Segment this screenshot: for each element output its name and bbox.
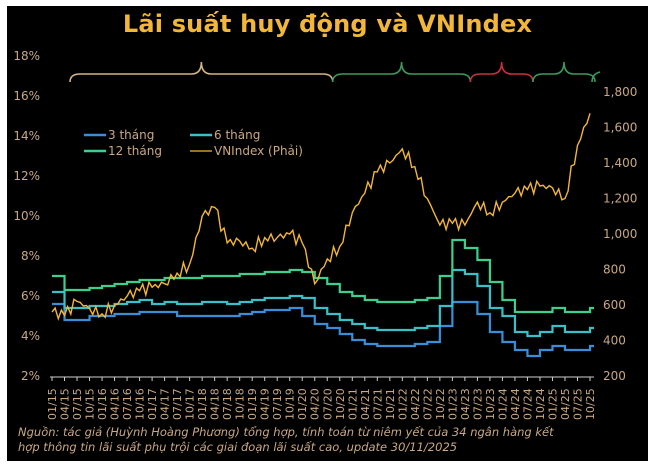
legend-label: 12 tháng — [108, 144, 162, 158]
x-axis-tick: 07/20 — [321, 388, 334, 420]
x-axis-tick: 01/23 — [446, 388, 459, 420]
right-axis-tick: 800 — [603, 263, 626, 277]
x-axis-tick: 10/16 — [134, 388, 147, 420]
legend-label: 3 tháng — [108, 128, 154, 142]
left-axis-tick: 12% — [13, 169, 40, 183]
period-braces — [69, 61, 601, 83]
x-axis-tick: 10/25 — [584, 388, 597, 420]
series-line — [52, 238, 594, 314]
chart-frame — [7, 6, 648, 461]
left-axis-tick: 8% — [21, 249, 40, 263]
right-axis-tick: 1,400 — [603, 156, 637, 170]
footnote-line-2: hợp thông tin lãi suất phụ trội các giai… — [18, 440, 458, 454]
period-brace — [69, 61, 334, 83]
x-axis-tick: 07/16 — [121, 388, 134, 420]
right-axis-tick: 400 — [603, 334, 626, 348]
x-axis-tick: 10/15 — [84, 388, 97, 420]
x-axis-tick: 04/25 — [559, 388, 572, 420]
x-axis-tick: 07/21 — [371, 388, 384, 420]
x-axis-tick: 01/21 — [346, 388, 359, 420]
right-axis-tick: 600 — [603, 298, 626, 312]
x-axis-tick: 07/25 — [571, 388, 584, 420]
source-footnote: Nguồn: tác giả (Huỳnh Hoàng Phương) tổng… — [18, 425, 638, 455]
legend-label: 6 tháng — [214, 128, 260, 142]
period-brace — [469, 61, 534, 83]
x-axis-tick: 04/24 — [509, 388, 522, 420]
x-axis-tick: 01/24 — [496, 388, 509, 420]
x-axis-tick: 07/22 — [421, 388, 434, 420]
series-line — [52, 300, 594, 358]
left-axis-tick: 4% — [21, 329, 40, 343]
x-axis-tick: 01/25 — [546, 388, 559, 420]
x-axis-tick: 10/23 — [484, 388, 497, 420]
data-series — [51, 113, 594, 358]
right-axis-tick: 200 — [603, 369, 626, 383]
left-axis: 18% 16% 14% 12% 10% 8% 6% 4% 2% — [13, 49, 40, 383]
period-brace — [532, 61, 596, 83]
x-axis-tick: 10/19 — [284, 388, 297, 420]
x-axis-tick: 10/24 — [534, 388, 547, 420]
x-axis-tick: 04/19 — [259, 388, 272, 420]
x-axis-tick: 01/17 — [146, 388, 159, 420]
vnindex-line — [51, 113, 591, 321]
left-axis-tick: 10% — [13, 209, 40, 223]
x-axis-tick: 01/20 — [296, 388, 309, 420]
x-axis-tick: 04/16 — [109, 388, 122, 420]
right-axis-tick: 1,800 — [603, 85, 637, 99]
x-axis-tick: 04/15 — [59, 388, 72, 420]
x-axis-tick: 04/23 — [459, 388, 472, 420]
x-axis-tick: 10/21 — [384, 388, 397, 420]
right-axis: 1,800 1,600 1,400 1,200 1,000 800 600 400 200 — [603, 85, 637, 383]
x-axis-tick: 01/18 — [196, 388, 209, 420]
x-axis-tick: 07/24 — [521, 388, 534, 420]
right-axis-tick: 1,000 — [603, 227, 637, 241]
left-axis-tick: 18% — [13, 49, 40, 63]
chart-title: Lãi suất huy động và VNIndex — [122, 10, 533, 38]
x-axis: 01/15 04/15 07/15 10/15 01/16 04/16 07/16 10/16… — [46, 376, 597, 420]
x-axis-tick: 01/16 — [96, 388, 109, 420]
legend-label: VNIndex (Phải) — [214, 144, 303, 158]
left-axis-tick: 2% — [21, 369, 40, 383]
x-axis-tick: 07/23 — [471, 388, 484, 420]
period-brace — [331, 61, 472, 83]
x-axis-tick: 04/20 — [309, 388, 322, 420]
x-axis-tick: 07/19 — [271, 388, 284, 420]
x-axis-tick: 04/21 — [359, 388, 372, 420]
series-line — [52, 268, 594, 338]
x-axis-tick: 04/22 — [409, 388, 422, 420]
left-axis-tick: 14% — [13, 129, 40, 143]
right-axis-tick: 1,200 — [603, 192, 637, 206]
x-axis-tick: 07/18 — [221, 388, 234, 420]
legend: 3 tháng 6 tháng 12 tháng VNIndex (Phải) — [84, 128, 303, 158]
x-axis-tick: 10/20 — [334, 388, 347, 420]
x-axis-tick: 10/18 — [234, 388, 247, 420]
left-axis-tick: 6% — [21, 289, 40, 303]
x-axis-tick: 01/15 — [46, 388, 59, 420]
x-axis-tick: 10/22 — [434, 388, 447, 420]
x-axis-tick: 04/18 — [209, 388, 222, 420]
x-axis-tick: 10/17 — [184, 388, 197, 420]
x-axis-tick: 01/22 — [396, 388, 409, 420]
right-axis-tick: 1,600 — [603, 121, 637, 135]
left-axis-tick: 16% — [13, 89, 40, 103]
x-axis-tick: 01/19 — [246, 388, 259, 420]
footnote-line-1: Nguồn: tác giả (Huỳnh Hoàng Phương) tổng… — [18, 425, 554, 439]
x-axis-tick: 04/17 — [159, 388, 172, 420]
x-axis-tick: 07/15 — [71, 388, 84, 420]
x-axis-tick: 07/17 — [171, 388, 184, 420]
